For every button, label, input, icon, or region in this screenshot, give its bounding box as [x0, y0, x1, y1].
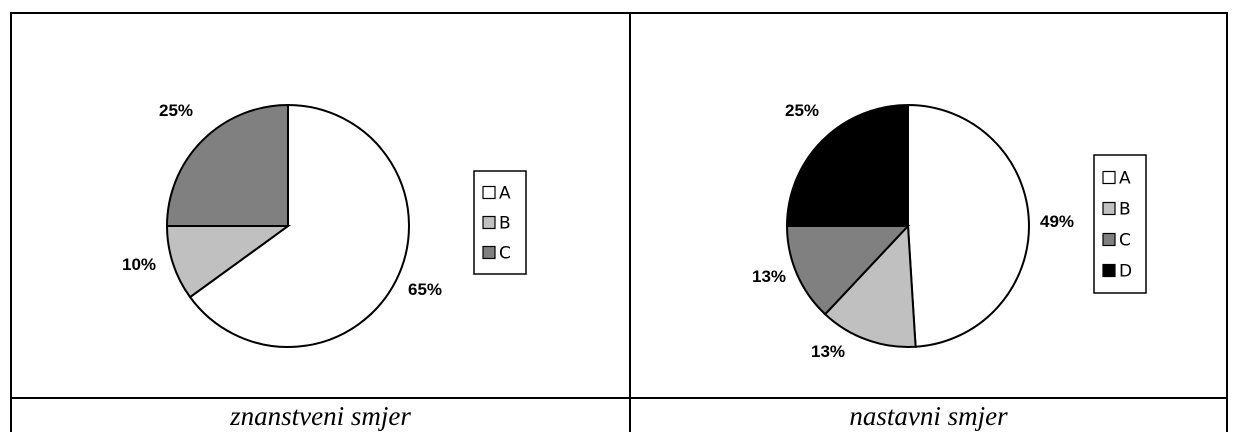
pie2-legend-swatch-b: [1102, 201, 1116, 216]
pie1-slice-b: [165, 225, 292, 299]
pie2-data-label-a: 49%: [1040, 212, 1074, 231]
pie2-legend-label-c: C: [1119, 231, 1131, 251]
pie1-data-label-a: 65%: [408, 280, 442, 299]
pie2-data-label-d: 25%: [785, 101, 819, 120]
pie2-slice-d: [785, 103, 909, 227]
pie2-legend-swatch-a: [1102, 170, 1116, 185]
column-divider: [629, 12, 631, 432]
pie2-legend-swatch-d: [1102, 263, 1116, 278]
row-divider: [10, 397, 1228, 399]
pie2-legend-label-d: D: [1119, 262, 1132, 282]
pie1-data-label-b: 10%: [122, 255, 156, 274]
pie1-legend-label-b: B: [499, 214, 511, 234]
caption-znanstveni: znanstveni smjer: [230, 401, 411, 431]
pie2-legend-label-b: B: [1119, 200, 1131, 220]
pie2-slice-c: [785, 225, 911, 316]
pie1-legend-label-a: A: [499, 184, 511, 204]
pie1-data-label-c: 25%: [159, 101, 193, 120]
pie2-legend-swatch-c: [1102, 232, 1116, 247]
pie2-slice-b: [823, 223, 917, 348]
pie1-slice-a: [188, 103, 410, 348]
pie1-legend-label-c: C: [499, 244, 511, 264]
table-border: [10, 12, 1228, 432]
pie1-slice-c: [165, 103, 289, 227]
pie2-legend-label-a: A: [1119, 169, 1131, 189]
pie2-data-label-c: 13%: [752, 267, 786, 286]
pie1-legend-swatch-a: [482, 185, 496, 200]
pie2-data-label-b: 13%: [811, 342, 845, 361]
pie2-slice-a: [907, 103, 1030, 348]
pie1-legend-swatch-c: [482, 245, 496, 260]
pie1-legend-swatch-b: [482, 215, 496, 230]
caption-nastavni: nastavni smjer: [849, 401, 1008, 431]
